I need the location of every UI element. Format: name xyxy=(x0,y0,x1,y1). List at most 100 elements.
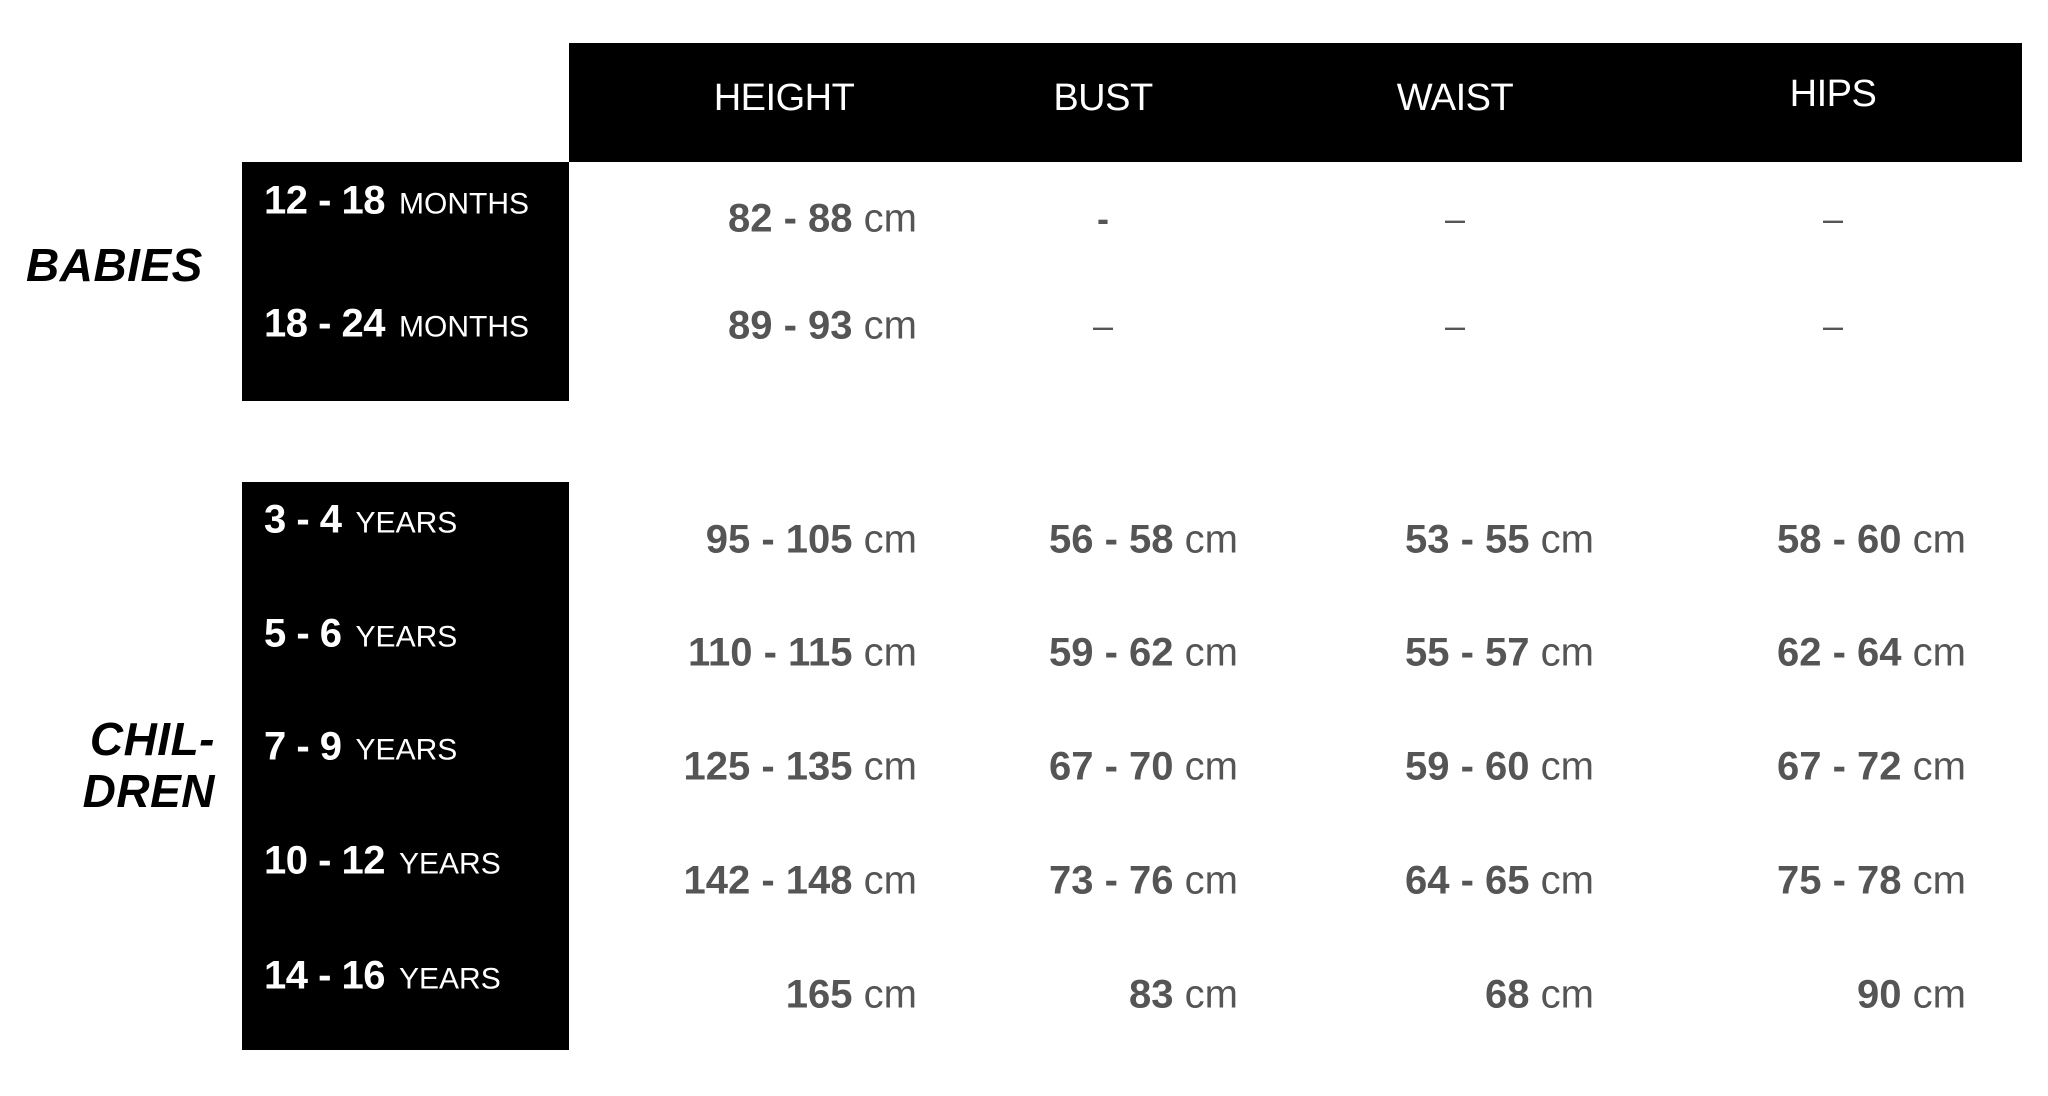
measurement-unit: cm xyxy=(863,196,917,241)
measurement-value: 110 - 115 xyxy=(687,630,853,675)
measurement-bust: 56 - 58 cm xyxy=(1049,518,1238,563)
measurement-height: 82 - 88 cm xyxy=(728,197,917,242)
measurement-unit: cm xyxy=(863,858,917,903)
measurement-value: 75 - 78 xyxy=(1777,858,1902,903)
measurement-unit: cm xyxy=(1184,744,1238,789)
measurement-hips: 90 cm xyxy=(1857,973,1966,1018)
age-unit: YEARS xyxy=(355,733,458,767)
measurement-value: 90 xyxy=(1857,972,1902,1017)
measurement-unit: cm xyxy=(1184,630,1238,675)
measurement-unit: cm xyxy=(1540,858,1594,903)
column-header-waist: WAIST xyxy=(1396,77,1514,119)
group-label-children: CHIL- DREN xyxy=(40,713,215,817)
age-unit: YEARS xyxy=(399,847,501,881)
measurement-waist: 55 - 57 cm xyxy=(1405,631,1594,676)
measurement-bust: 83 cm xyxy=(1129,973,1238,1018)
measurement-hips: 75 - 78 cm xyxy=(1777,859,1966,904)
measurement-unit: cm xyxy=(1540,517,1594,562)
measurement-hips: 62 - 64 cm xyxy=(1777,631,1966,676)
measurement-unit: cm xyxy=(1912,517,1966,562)
measurement-unit: cm xyxy=(863,303,917,348)
age-range: 14 - 16 xyxy=(264,953,386,998)
measurement-value: 73 - 76 xyxy=(1049,858,1174,903)
measurement-height: 142 - 148 cm xyxy=(684,859,917,904)
empty-hips: – xyxy=(1822,305,1844,346)
children-age-column xyxy=(242,482,569,1050)
empty-bust: - xyxy=(1097,198,1109,239)
measurement-unit: cm xyxy=(863,972,917,1017)
measurement-height: 125 - 135 cm xyxy=(684,745,917,790)
table-header: HEIGHT BUST WAIST HIPS xyxy=(569,43,2022,162)
group-label-line: CHIL- xyxy=(89,713,215,765)
measurement-height: 165 cm xyxy=(786,973,917,1018)
age-range-label: 7 - 9 YEARS xyxy=(264,725,457,770)
column-header-height: HEIGHT xyxy=(713,77,855,119)
measurement-waist: 59 - 60 cm xyxy=(1405,745,1594,790)
measurement-unit: cm xyxy=(1912,858,1966,903)
group-label-babies: BABIES xyxy=(26,239,203,291)
age-range-label: 14 - 16 YEARS xyxy=(264,954,501,999)
age-unit: MONTHS xyxy=(399,187,530,221)
age-unit: YEARS xyxy=(399,962,501,996)
empty-bust: – xyxy=(1092,305,1114,346)
age-unit: MONTHS xyxy=(399,310,530,344)
measurement-value: 59 - 60 xyxy=(1405,744,1530,789)
measurement-bust: 73 - 76 cm xyxy=(1049,859,1238,904)
measurement-unit: cm xyxy=(1540,744,1594,789)
measurement-value: 62 - 64 xyxy=(1777,630,1902,675)
age-range: 5 - 6 xyxy=(264,611,342,656)
age-unit: YEARS xyxy=(355,506,458,540)
age-unit: YEARS xyxy=(355,620,458,654)
measurement-value: 83 xyxy=(1129,972,1174,1017)
measurement-unit: cm xyxy=(1540,630,1594,675)
measurement-value: 142 - 148 xyxy=(683,858,853,903)
measurement-value: 53 - 55 xyxy=(1405,517,1530,562)
column-header-bust: BUST xyxy=(1053,77,1153,119)
empty-waist: – xyxy=(1444,305,1466,346)
measurement-value: 125 - 135 xyxy=(683,744,853,789)
measurement-value: 165 xyxy=(785,972,853,1017)
age-range: 10 - 12 xyxy=(264,838,386,883)
measurement-unit: cm xyxy=(1912,630,1966,675)
column-header-hips: HIPS xyxy=(1789,73,1877,115)
measurement-value: 67 - 70 xyxy=(1049,744,1174,789)
measurement-unit: cm xyxy=(863,744,917,789)
measurement-height: 89 - 93 cm xyxy=(728,304,917,349)
measurement-unit: cm xyxy=(1912,972,1966,1017)
age-range: 12 - 18 xyxy=(264,178,386,223)
measurement-value: 55 - 57 xyxy=(1405,630,1530,675)
measurement-unit: cm xyxy=(1912,744,1966,789)
age-range-label: 10 - 12 YEARS xyxy=(264,839,501,884)
measurement-waist: 68 cm xyxy=(1485,973,1594,1018)
measurement-value: 68 xyxy=(1485,972,1530,1017)
measurement-unit: cm xyxy=(1184,517,1238,562)
babies-age-column xyxy=(242,162,569,401)
measurement-height: 110 - 115 cm xyxy=(688,631,917,676)
measurement-value: 58 - 60 xyxy=(1777,517,1902,562)
age-range: 18 - 24 xyxy=(264,301,386,346)
measurement-bust: 59 - 62 cm xyxy=(1049,631,1238,676)
measurement-unit: cm xyxy=(863,517,917,562)
measurement-value: 59 - 62 xyxy=(1049,630,1174,675)
measurement-value: 67 - 72 xyxy=(1777,744,1902,789)
measurement-unit: cm xyxy=(863,630,917,675)
measurement-value: 95 - 105 xyxy=(705,517,853,562)
age-range-label: 5 - 6 YEARS xyxy=(264,612,457,657)
measurement-value: 64 - 65 xyxy=(1405,858,1530,903)
age-range: 7 - 9 xyxy=(264,724,342,769)
measurement-hips: 58 - 60 cm xyxy=(1777,518,1966,563)
measurement-bust: 67 - 70 cm xyxy=(1049,745,1238,790)
measurement-unit: cm xyxy=(1184,972,1238,1017)
empty-waist: – xyxy=(1444,198,1466,239)
group-label-line: DREN xyxy=(82,765,215,817)
measurement-waist: 53 - 55 cm xyxy=(1405,518,1594,563)
measurement-value: 89 - 93 xyxy=(728,303,853,348)
measurement-unit: cm xyxy=(1184,858,1238,903)
empty-hips: – xyxy=(1822,198,1844,239)
measurement-height: 95 - 105 cm xyxy=(706,518,917,563)
measurement-hips: 67 - 72 cm xyxy=(1777,745,1966,790)
age-range-label: 12 - 18 MONTHS xyxy=(264,179,529,224)
age-range-label: 3 - 4 YEARS xyxy=(264,498,457,543)
measurement-waist: 64 - 65 cm xyxy=(1405,859,1594,904)
measurement-value: 82 - 88 xyxy=(728,196,853,241)
